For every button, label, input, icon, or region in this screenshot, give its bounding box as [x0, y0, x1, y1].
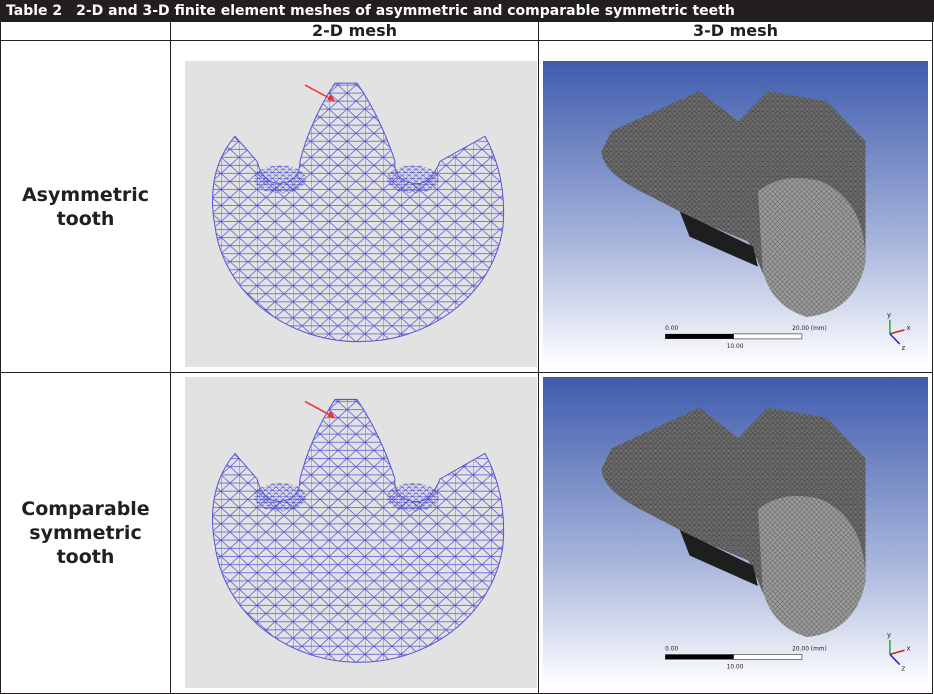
scale-mid: 10.00 — [727, 343, 744, 350]
mesh-3d-image: 0.00 20.00 (mm) 10.00 y x z — [543, 377, 928, 688]
axis-label: z — [902, 344, 906, 352]
axis-label: y — [887, 631, 891, 639]
mesh-3d-cell: 0.00 20.00 (mm) 10.00 y x z — [538, 373, 933, 694]
mesh-2d-image — [185, 61, 537, 367]
scale-end: 20.00 (mm) — [792, 645, 827, 652]
scale-mid: 10.00 — [727, 664, 744, 671]
row-label: Asymmetric tooth — [16, 183, 156, 231]
page: Table 2 2-D and 3-D finite element meshes… — [0, 0, 934, 694]
axis-label: z — [902, 665, 906, 673]
scale-end: 20.00 (mm) — [792, 325, 827, 332]
column-header: 2-D mesh — [170, 22, 538, 41]
row-label-cell: Comparable symmetric tooth — [0, 373, 170, 694]
column-header: 3-D mesh — [538, 22, 933, 41]
table-title: Table 2 2-D and 3-D finite element meshes… — [0, 0, 934, 22]
header-cell — [0, 22, 170, 41]
row-label-cell: Asymmetric tooth — [0, 41, 170, 373]
mesh-2d-image — [185, 377, 537, 688]
row-label: Comparable symmetric tooth — [16, 497, 156, 569]
scale-start: 0.00 — [665, 325, 678, 332]
scale-start: 0.00 — [665, 645, 678, 652]
table-caption: 2-D and 3-D finite element meshes of asy… — [76, 3, 735, 19]
axis-label: x — [907, 324, 911, 332]
table-label: Table 2 — [6, 3, 62, 19]
mesh-3d-cell: 0.00 20.00 (mm) 10.00 y x z — [538, 41, 933, 373]
axis-label: y — [887, 311, 891, 319]
axis-label: x — [907, 644, 911, 652]
mesh-2d-cell — [170, 373, 538, 694]
mesh-2d-cell — [170, 41, 538, 373]
mesh-3d-image: 0.00 20.00 (mm) 10.00 y x z — [543, 61, 928, 367]
